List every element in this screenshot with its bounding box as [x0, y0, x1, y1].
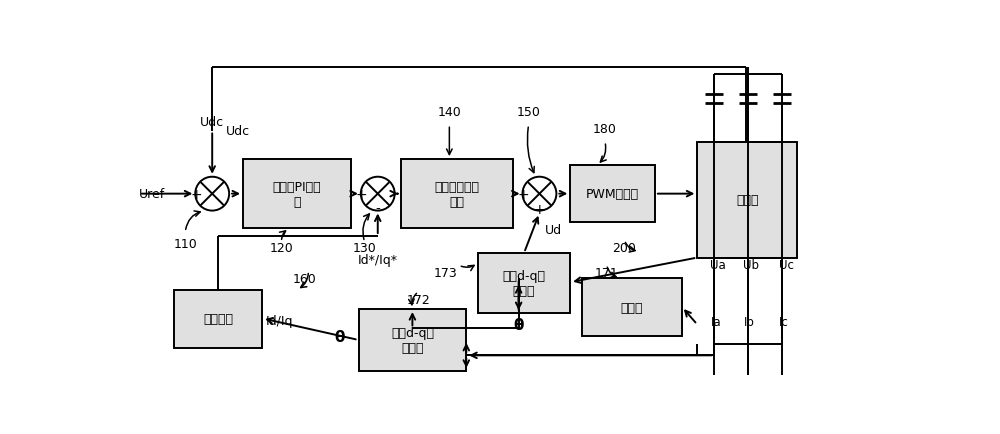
Circle shape [361, 178, 395, 211]
Text: 150: 150 [517, 105, 541, 118]
Text: 172: 172 [407, 293, 430, 306]
Bar [358, 309, 466, 371]
Bar [401, 160, 512, 229]
Circle shape [523, 178, 556, 211]
Text: Ia: Ia [710, 316, 721, 329]
Text: +: + [517, 188, 529, 202]
Text: +: + [534, 203, 545, 217]
Text: 整流器: 整流器 [736, 194, 759, 207]
Text: 电流环比例控
制器: 电流环比例控 制器 [434, 180, 479, 208]
Bar [570, 166, 655, 223]
Bar [582, 279, 682, 336]
Text: Id/Iq: Id/Iq [266, 315, 293, 327]
Text: 160: 160 [293, 272, 316, 285]
Text: -: - [375, 203, 380, 217]
Text: 171: 171 [595, 266, 618, 279]
Text: +: + [356, 188, 367, 202]
Bar [478, 253, 570, 313]
Text: Uc: Uc [779, 258, 794, 271]
Text: 173: 173 [434, 267, 457, 280]
Text: θ: θ [335, 329, 345, 344]
Text: -: - [210, 170, 215, 184]
Circle shape [195, 178, 229, 211]
Text: Ua: Ua [710, 258, 726, 271]
Text: Ic: Ic [779, 316, 789, 329]
Text: Ud: Ud [545, 224, 562, 237]
Text: Udc: Udc [226, 125, 250, 138]
Text: 120: 120 [270, 241, 293, 254]
Text: 电压环PI控制
器: 电压环PI控制 器 [273, 180, 321, 208]
Text: Ib: Ib [744, 316, 754, 329]
Text: 滤波装置: 滤波装置 [203, 312, 233, 326]
Bar [243, 160, 351, 229]
Bar [697, 143, 797, 258]
Text: 130: 130 [353, 241, 377, 254]
Text: θ: θ [513, 317, 524, 332]
Text: Ub: Ub [744, 258, 760, 271]
Text: 第一d-q变
换模块: 第一d-q变 换模块 [391, 326, 434, 354]
Text: Id*/Iq*: Id*/Iq* [358, 253, 398, 266]
Text: Uref: Uref [139, 188, 165, 201]
Text: +: + [190, 188, 202, 202]
Text: 锁相环: 锁相环 [621, 301, 643, 314]
Text: 140: 140 [437, 105, 461, 118]
Text: PWM调制器: PWM调制器 [586, 188, 639, 201]
Text: 第二d-q变
换模块: 第二d-q变 换模块 [503, 270, 546, 297]
Text: 110: 110 [173, 238, 197, 250]
Text: 180: 180 [593, 122, 617, 135]
Text: Udc: Udc [200, 116, 224, 129]
Bar [174, 290, 262, 348]
Text: 200: 200 [612, 241, 636, 254]
